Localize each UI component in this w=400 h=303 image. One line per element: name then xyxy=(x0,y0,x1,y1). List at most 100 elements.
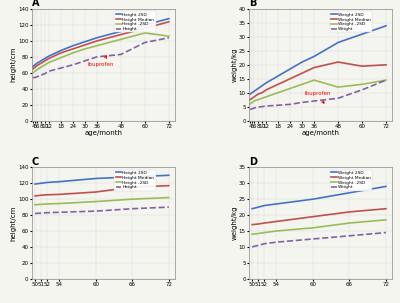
Height 2SD xyxy=(58,49,63,52)
Legend: Weight 2SD, Weight Median, Weight -2SD, Weight: Weight 2SD, Weight Median, Weight -2SD, … xyxy=(330,11,372,32)
Height -2SD xyxy=(166,196,171,199)
Height xyxy=(32,76,37,79)
Weight -2SD xyxy=(336,85,340,89)
Height -2SD xyxy=(58,56,63,59)
Height 2SD xyxy=(46,54,51,58)
Weight -2SD xyxy=(256,232,261,235)
Weight -2SD xyxy=(274,229,279,233)
Line: Weight: Weight xyxy=(252,233,386,247)
Height -2SD xyxy=(45,202,50,206)
Weight xyxy=(312,99,316,103)
Weight xyxy=(336,96,340,100)
X-axis label: age/month: age/month xyxy=(84,130,122,136)
Height xyxy=(82,59,87,63)
Height 2SD xyxy=(166,17,171,21)
Line: Height Median: Height Median xyxy=(35,186,169,196)
Height -2SD xyxy=(33,203,38,207)
Line: Height: Height xyxy=(33,38,169,78)
Height 2SD xyxy=(118,30,123,33)
Height 2SD xyxy=(34,62,39,65)
Weight xyxy=(248,108,252,111)
Legend: Height 2SD, Height Median, Height -2SD, Height: Height 2SD, Height Median, Height -2SD, … xyxy=(114,11,156,32)
Height -2SD xyxy=(142,31,147,35)
Height xyxy=(30,76,35,79)
Height 2SD xyxy=(142,23,147,27)
Height xyxy=(34,75,39,78)
Weight Median xyxy=(274,220,279,223)
Height xyxy=(45,211,50,215)
Weight Median xyxy=(288,77,292,81)
Weight Median xyxy=(384,63,388,67)
Weight xyxy=(384,231,388,235)
Height 2SD xyxy=(166,174,171,177)
Line: Height Median: Height Median xyxy=(33,22,169,69)
Height -2SD xyxy=(82,47,87,51)
Height Median xyxy=(30,67,35,71)
Line: Weight 2SD: Weight 2SD xyxy=(252,186,386,209)
Height xyxy=(94,55,99,59)
Text: A: A xyxy=(32,0,40,8)
Weight xyxy=(262,242,267,245)
Y-axis label: height/cm: height/cm xyxy=(11,205,17,241)
Height 2SD xyxy=(30,65,35,68)
Height 2SD xyxy=(94,36,99,40)
Height Median xyxy=(94,190,98,194)
Weight -2SD xyxy=(260,96,264,100)
Height 2SD xyxy=(42,57,47,60)
Height -2SD xyxy=(46,61,51,64)
Height xyxy=(166,36,171,40)
Weight Median xyxy=(250,96,254,100)
Weight 2SD xyxy=(310,197,315,201)
Weight 2SD xyxy=(264,81,268,85)
Weight Median xyxy=(248,98,252,102)
Height Median xyxy=(57,193,62,196)
Weight -2SD xyxy=(264,95,268,99)
Weight -2SD xyxy=(288,87,292,90)
Height Median xyxy=(45,193,50,197)
Weight Median xyxy=(384,207,388,211)
Weight Median xyxy=(336,60,340,64)
Height xyxy=(38,73,43,77)
Height -2SD xyxy=(166,34,171,38)
Weight xyxy=(276,103,280,107)
Height -2SD xyxy=(39,202,44,206)
Weight xyxy=(310,237,315,241)
Height Median xyxy=(142,26,147,30)
Weight -2SD xyxy=(360,82,364,86)
Weight 2SD xyxy=(347,191,352,195)
Weight 2SD xyxy=(248,92,252,96)
Height Median xyxy=(34,64,39,68)
Line: Weight 2SD: Weight 2SD xyxy=(250,26,386,94)
Height Median xyxy=(46,57,51,60)
X-axis label: age/month: age/month xyxy=(302,130,340,136)
Height -2SD xyxy=(94,44,99,48)
Line: Weight Median: Weight Median xyxy=(252,209,386,225)
Weight Median xyxy=(310,215,315,218)
Text: C: C xyxy=(32,157,39,167)
Weight Median xyxy=(250,223,254,226)
Weight xyxy=(347,234,352,238)
Height -2SD xyxy=(57,202,62,205)
Height 2SD xyxy=(57,180,62,184)
Weight 2SD xyxy=(260,84,264,88)
Weight Median xyxy=(312,66,316,69)
Weight 2SD xyxy=(274,202,279,206)
Height Median xyxy=(70,47,75,51)
Text: ibuprofen: ibuprofen xyxy=(88,56,114,67)
Weight 2SD xyxy=(384,185,388,188)
Weight xyxy=(256,105,260,109)
Height xyxy=(94,209,98,213)
Y-axis label: weight/kg: weight/kg xyxy=(231,206,237,240)
Height 2SD xyxy=(39,181,44,185)
Line: Height: Height xyxy=(35,207,169,214)
Weight Median xyxy=(252,95,256,99)
Weight 2SD xyxy=(250,91,254,95)
Height Median xyxy=(130,185,135,189)
Weight 2SD xyxy=(360,32,364,36)
Height 2SD xyxy=(94,177,98,180)
Height Median xyxy=(82,43,87,47)
Height xyxy=(33,212,38,215)
Height -2SD xyxy=(94,200,98,203)
Weight 2SD xyxy=(250,207,254,211)
Legend: Height 2SD, Height Median, Height -2SD, Height: Height 2SD, Height Median, Height -2SD, … xyxy=(114,170,156,191)
